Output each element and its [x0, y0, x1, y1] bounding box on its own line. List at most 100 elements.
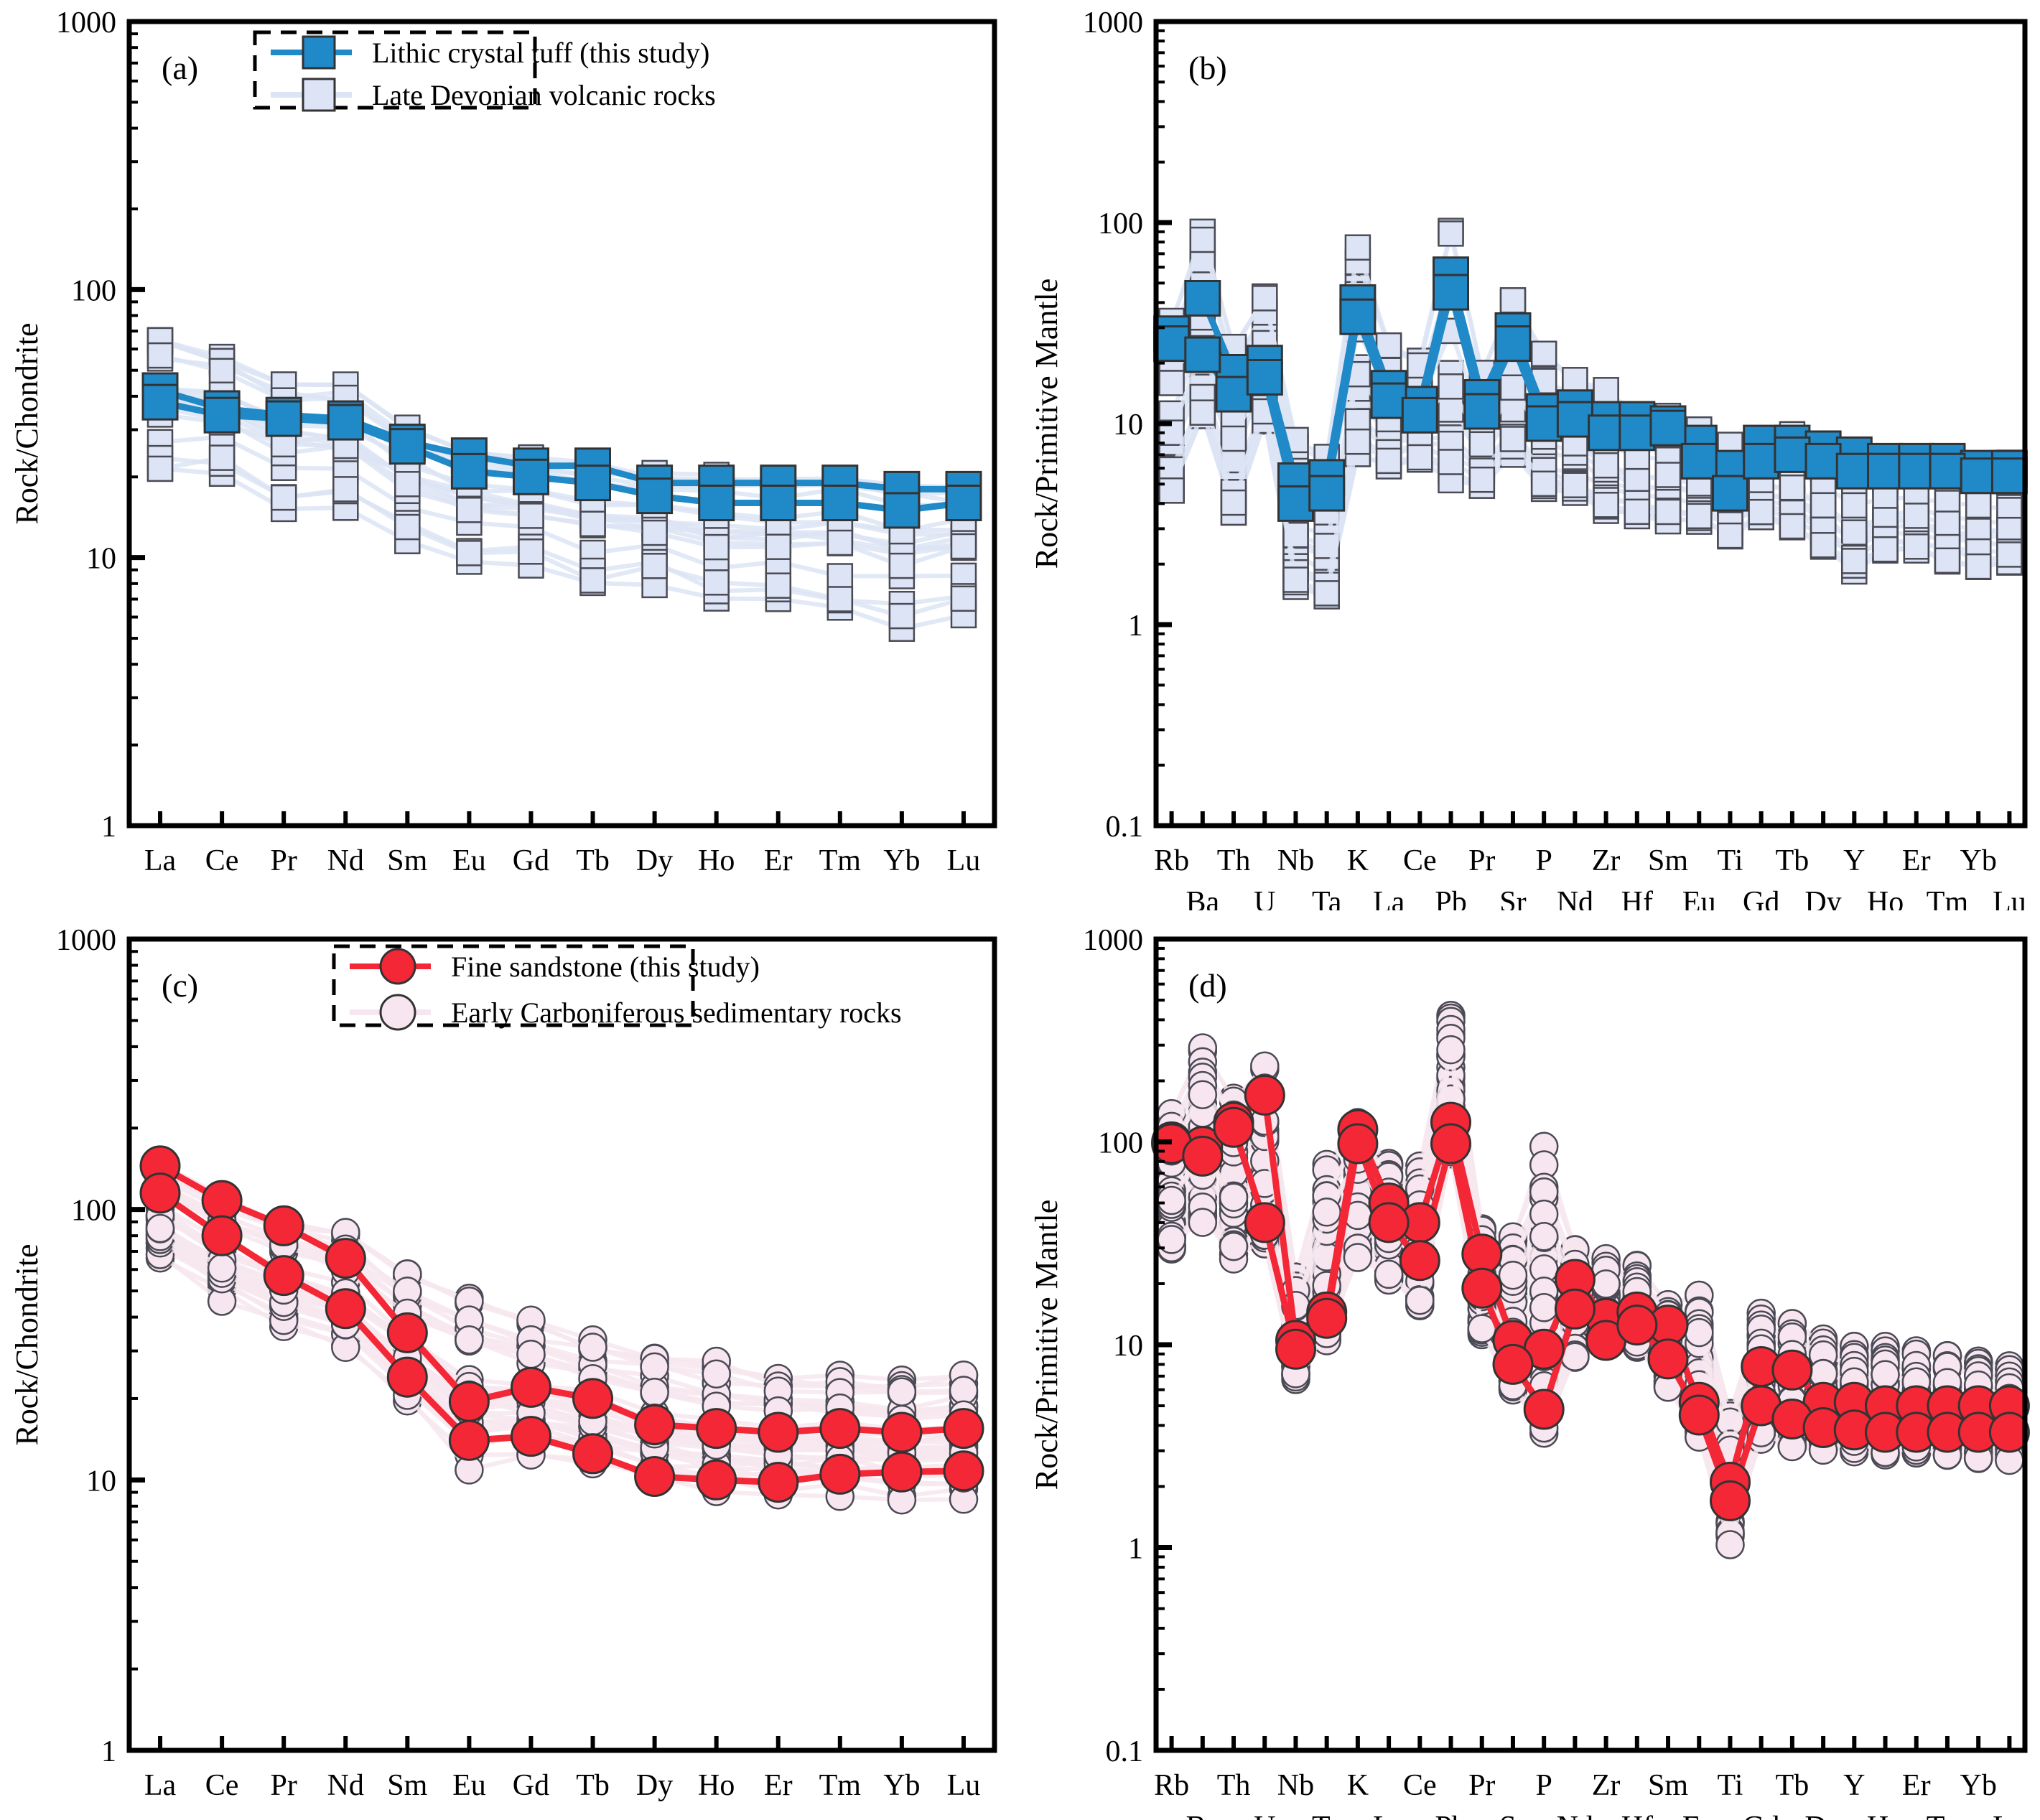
plot-frame: [126, 19, 997, 829]
background-marker: [578, 1333, 607, 1362]
background-marker: [1220, 489, 1247, 516]
y-axis-title: Rock/Chondrite: [9, 322, 45, 524]
legend-label: Lithic crystal tuff (this study): [372, 37, 709, 69]
background-marker: [1841, 548, 1868, 574]
legend-a: Lithic crystal tuff (this study) Late Dev…: [253, 30, 716, 112]
data-point-marker: [574, 465, 611, 502]
data-point-marker: [448, 1419, 490, 1461]
y-tick-label: 1000: [56, 6, 116, 39]
data-point-marker: [1492, 1343, 1534, 1385]
x-tick-label-Ba: Ba: [1186, 886, 1219, 910]
background-marker: [703, 569, 730, 596]
background-marker: [1438, 220, 1464, 247]
background-marker: [518, 538, 544, 565]
data-point-marker: [201, 1180, 243, 1221]
data-point-marker: [1678, 1394, 1720, 1436]
y-tick-label: 10: [1113, 409, 1143, 442]
x-tick-label-Ce: Ce: [1403, 844, 1437, 877]
background-marker: [1375, 447, 1402, 475]
background-marker: [1189, 399, 1216, 426]
background-marker: [456, 540, 483, 566]
background-marker: [1872, 536, 1899, 563]
data-point-marker: [1712, 475, 1748, 512]
data-point-marker: [634, 1456, 676, 1497]
data-point-marker: [1867, 452, 1904, 490]
data-point-marker: [513, 458, 549, 495]
data-point-marker: [1835, 452, 1873, 490]
x-tick-label-Lu: Lu: [1993, 886, 2026, 910]
background-marker: [1499, 374, 1527, 401]
data-point-marker: [1988, 1411, 2030, 1453]
background-trend-line: [1169, 355, 2010, 562]
data-point-marker: [819, 1453, 861, 1495]
background-marker: [1779, 513, 1806, 540]
x-tick-label-Gd: Gd: [513, 1769, 549, 1802]
x-tick-label-Nb: Nb: [1277, 844, 1314, 877]
plot-frame: [126, 936, 997, 1753]
data-point-marker: [511, 1416, 551, 1457]
data-point-marker: [1182, 1135, 1224, 1177]
x-tick-label-Sm: Sm: [1648, 844, 1688, 877]
data-point-marker: [325, 1238, 366, 1279]
background-marker: [1996, 516, 2023, 543]
background-marker: [208, 444, 236, 471]
background-marker: [1593, 452, 1619, 479]
background-marker: [1965, 553, 1992, 580]
y-tick-label: 1000: [1083, 6, 1143, 39]
background-trend-line: [1169, 403, 2011, 597]
x-tick-label-U: U: [1254, 1811, 1275, 1820]
panel-c: 1 10 100 1000 La Ce Pr Nd Sm Eu Gd Tb Dy Ho Er Tm Yb Lu Ro…: [0, 910, 1020, 1820]
x-tick-label-Ta: Ta: [1312, 1811, 1342, 1820]
x-tick-label-Nd: Nd: [1557, 886, 1593, 910]
background-marker: [1686, 503, 1713, 530]
background-marker: [455, 1325, 484, 1355]
data-point-marker: [1960, 457, 1997, 495]
data-point-marker: [1399, 1240, 1440, 1282]
data-point-marker: [1929, 452, 1966, 490]
background-marker: [1498, 1260, 1528, 1290]
chart-a: 1 10 100 1000 La Ce Pr Nd Sm Eu Gd Tb Dy Ho Er Tm Yb Lu Ro…: [9, 6, 997, 877]
x-tick-label-Tm: Tm: [819, 844, 862, 877]
background-marker: [1374, 1259, 1404, 1289]
background-marker: [1499, 287, 1527, 314]
y-tick-label: 1: [101, 811, 116, 844]
x-tick-label-La: La: [144, 844, 177, 877]
background-marker: [888, 552, 916, 579]
data-point-marker: [1710, 1480, 1751, 1521]
data-point-marker: [1680, 442, 1718, 480]
background-marker: [950, 585, 977, 612]
data-point-marker: [1153, 325, 1191, 363]
x-tick-label-Tb: Tb: [576, 844, 610, 877]
main-series-a: [141, 372, 982, 529]
x-tick-label-La: La: [1373, 1811, 1405, 1820]
legend-marker: [302, 35, 336, 70]
background-marker: [1188, 1208, 1218, 1237]
data-point-marker: [943, 1450, 984, 1492]
chart-c: 1 10 100 1000 La Ce Pr Nd Sm Eu Gd Tb Dy Ho Er Tm Yb Lu Ro…: [9, 924, 997, 1802]
x-tick-label-Y: Y: [1843, 844, 1865, 877]
panel-a: 1 10 100 1000 La Ce Pr Nd Sm Eu Gd Tb Dy Ho Er Tm Yb Lu Ro…: [0, 0, 1020, 910]
x-tick-label-Tm: Tm: [819, 1769, 862, 1802]
x-tick-label-Yb: Yb: [883, 844, 920, 877]
x-tick-label-Pb: Pb: [1435, 886, 1466, 910]
background-marker: [1748, 498, 1774, 526]
y-tick-label: 10: [86, 1465, 116, 1498]
x-tick-label-Th: Th: [1217, 844, 1251, 877]
data-point-marker: [1184, 280, 1221, 317]
x-tick-label-Ce: Ce: [205, 1769, 239, 1802]
background-marker: [1219, 1231, 1249, 1261]
data-point-marker: [1554, 1288, 1596, 1330]
data-point-marker: [511, 1366, 551, 1408]
background-marker: [1312, 1198, 1341, 1227]
background-marker: [1313, 580, 1340, 607]
background-marker: [1717, 522, 1743, 549]
data-point-marker: [1525, 405, 1562, 442]
background-marker: [1407, 444, 1433, 471]
x-tick-label-Tb: Tb: [1776, 844, 1810, 877]
legend-marker: [379, 948, 416, 985]
x-tick-label-Yb: Yb: [1960, 844, 1997, 877]
